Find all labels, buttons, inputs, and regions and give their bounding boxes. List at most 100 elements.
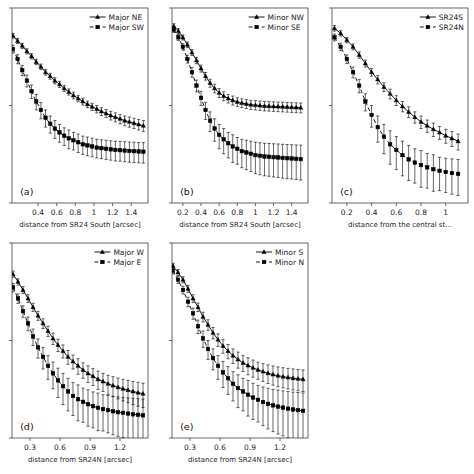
marker bbox=[142, 150, 146, 154]
marker bbox=[128, 149, 132, 153]
marker bbox=[61, 349, 65, 353]
marker bbox=[241, 390, 245, 394]
y-tick bbox=[9, 105, 12, 106]
error-bar bbox=[266, 365, 269, 384]
marker bbox=[222, 138, 226, 142]
x-tick bbox=[90, 438, 91, 441]
error-bar bbox=[240, 139, 243, 167]
x-tick-label: 1.4 bbox=[125, 208, 137, 217]
x-tick bbox=[219, 203, 220, 206]
error-bar bbox=[263, 143, 266, 176]
error-bar bbox=[172, 268, 175, 275]
marker bbox=[296, 408, 300, 412]
error-bar bbox=[281, 368, 284, 388]
marker bbox=[246, 393, 250, 397]
marker bbox=[56, 343, 60, 347]
error-bar bbox=[76, 385, 79, 421]
legend-marker bbox=[262, 260, 266, 264]
marker bbox=[285, 156, 289, 160]
marker bbox=[76, 140, 80, 144]
marker bbox=[12, 33, 15, 37]
error-bar bbox=[114, 141, 117, 161]
y-tick bbox=[9, 243, 12, 244]
error-bar bbox=[299, 145, 302, 180]
marker bbox=[123, 118, 127, 122]
marker bbox=[263, 155, 267, 159]
marker bbox=[425, 166, 429, 170]
marker bbox=[191, 296, 195, 300]
error-bar bbox=[39, 64, 42, 69]
marker bbox=[131, 389, 135, 393]
marker bbox=[231, 353, 235, 357]
marker bbox=[382, 135, 386, 139]
error-bar bbox=[176, 276, 179, 283]
panel: 0.30.60.91.2distance from SR24N [arcsec]… bbox=[169, 243, 308, 464]
marker bbox=[216, 364, 220, 368]
error-bar bbox=[432, 123, 435, 136]
legend: Minor SMinor N bbox=[256, 248, 304, 267]
error-bar bbox=[76, 359, 79, 375]
x-tick bbox=[60, 438, 61, 441]
marker bbox=[71, 359, 75, 363]
marker bbox=[206, 347, 210, 351]
error-bar bbox=[339, 31, 342, 36]
error-bar bbox=[271, 389, 274, 431]
marker bbox=[62, 86, 66, 90]
legend-label: Minor S bbox=[275, 248, 303, 257]
marker bbox=[106, 408, 110, 412]
marker bbox=[351, 70, 355, 74]
x-tick-label: 0.6 bbox=[390, 208, 402, 217]
error-bar bbox=[426, 120, 429, 132]
error-bar bbox=[66, 350, 69, 364]
panel-label: (a) bbox=[20, 186, 33, 197]
x-tick-label: 0.6 bbox=[213, 208, 225, 217]
marker bbox=[136, 390, 140, 394]
marker bbox=[211, 356, 215, 360]
marker bbox=[407, 110, 411, 114]
x-tick bbox=[220, 438, 221, 441]
error-bar bbox=[236, 352, 239, 368]
marker bbox=[357, 84, 361, 88]
error-bar bbox=[291, 392, 294, 438]
error-bar bbox=[186, 55, 189, 63]
series-line bbox=[13, 49, 143, 152]
marker bbox=[86, 144, 90, 148]
error-bar bbox=[276, 144, 279, 177]
marker bbox=[86, 371, 90, 375]
marker bbox=[444, 170, 448, 174]
legend-label: Major NE bbox=[109, 13, 143, 22]
x-tick bbox=[371, 203, 372, 206]
legend-marker bbox=[255, 15, 259, 19]
series bbox=[333, 34, 460, 196]
marker bbox=[211, 331, 215, 335]
marker bbox=[16, 280, 20, 284]
series-line bbox=[334, 37, 458, 174]
error-bar bbox=[267, 143, 270, 176]
marker bbox=[81, 143, 85, 147]
marker bbox=[364, 100, 368, 104]
marker bbox=[126, 412, 130, 416]
marker bbox=[388, 92, 392, 96]
error-bar bbox=[251, 383, 254, 419]
error-bar bbox=[77, 134, 80, 152]
marker bbox=[456, 139, 460, 143]
marker bbox=[221, 371, 225, 375]
error-bar bbox=[290, 145, 293, 179]
error-bar bbox=[136, 399, 139, 438]
error-bar bbox=[201, 331, 204, 347]
marker bbox=[388, 143, 392, 147]
marker bbox=[301, 409, 305, 413]
error-bar bbox=[26, 295, 29, 303]
error-bar bbox=[106, 375, 109, 394]
x-tick-label: 0.4 bbox=[366, 208, 378, 217]
plot-area bbox=[12, 33, 145, 163]
y-tick bbox=[9, 438, 12, 439]
error-bar bbox=[432, 155, 435, 191]
error-bar bbox=[256, 385, 259, 422]
marker bbox=[172, 264, 175, 268]
error-bar bbox=[128, 142, 131, 162]
error-bar bbox=[95, 106, 98, 113]
marker bbox=[395, 148, 399, 152]
x-tick bbox=[201, 203, 202, 206]
marker bbox=[290, 157, 294, 161]
